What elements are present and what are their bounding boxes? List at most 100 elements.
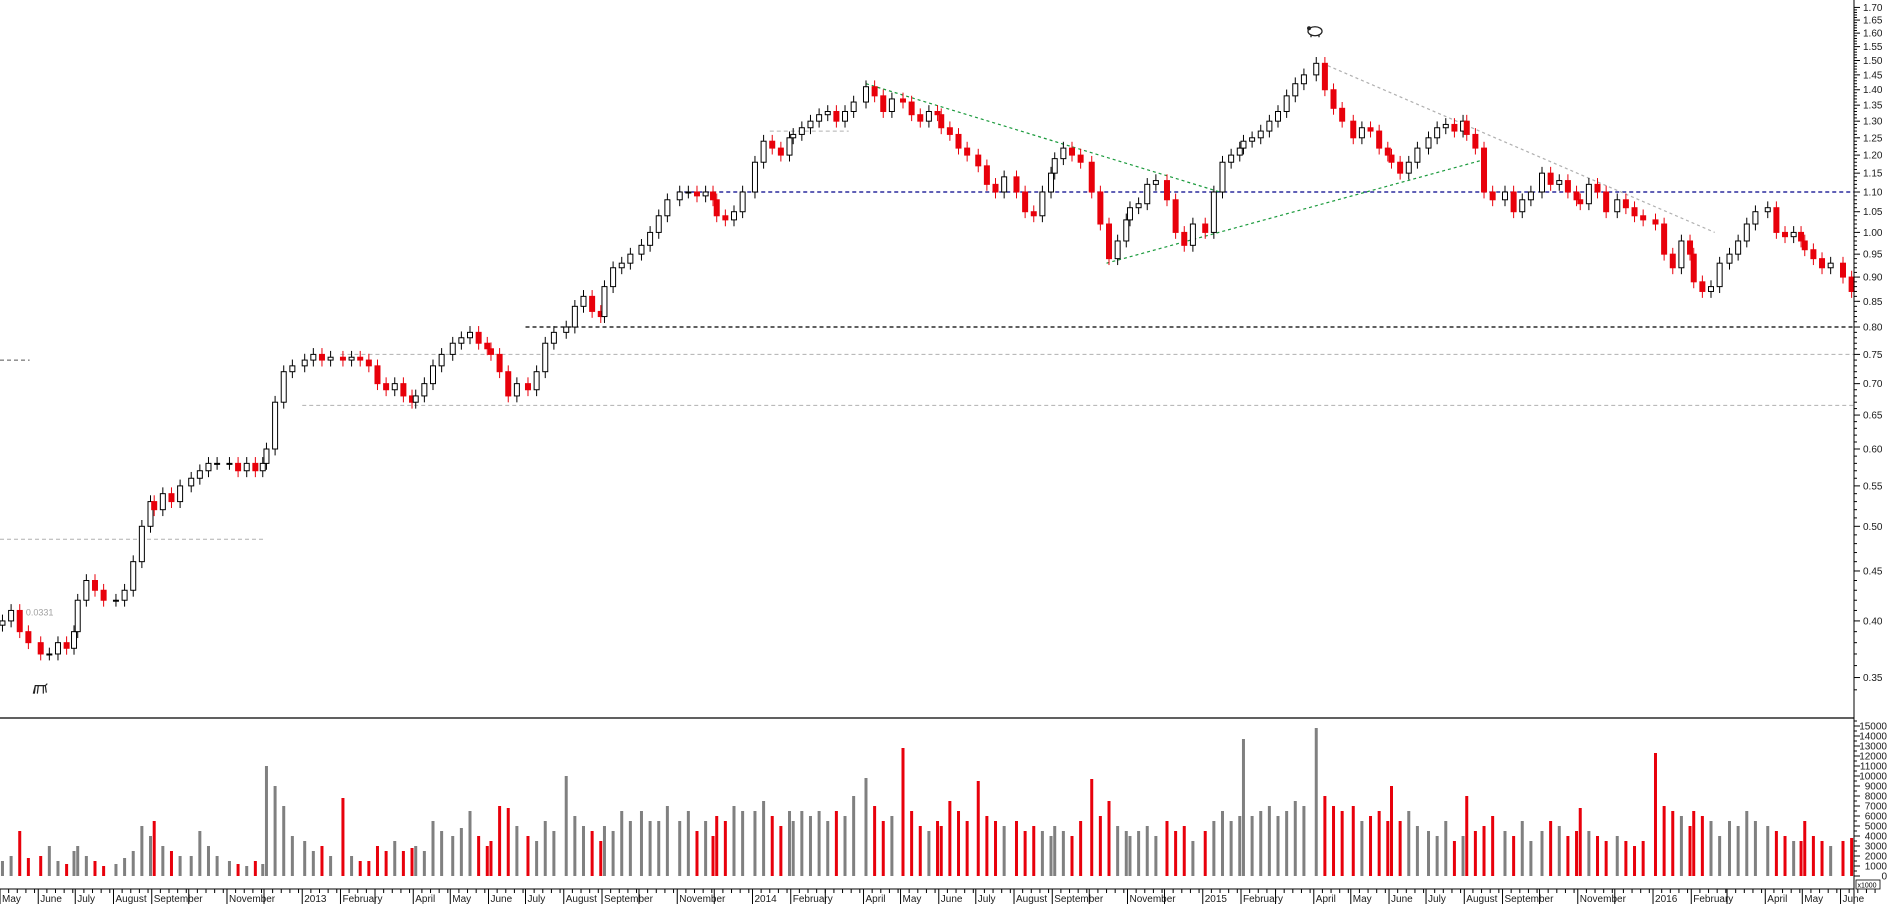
candle-body [1321,62,1328,91]
volume-bar [245,866,249,876]
candle-body [318,353,325,361]
month-label: 2014 [754,894,777,904]
volume-bar [985,816,989,876]
volume-bar [639,811,643,876]
volume-bar [1444,821,1448,876]
volume-bar [1803,821,1807,876]
trendline [1322,62,1715,233]
volume-bar [198,831,202,876]
volume-tick-label: 14000 [1859,732,1887,743]
volume-bar [1107,801,1111,876]
volume-bar [564,776,568,876]
candle-body [513,383,520,397]
candle-body [100,589,107,601]
volume-bar [26,858,30,876]
candle-body [1519,199,1526,213]
volume-bar [152,821,156,876]
volume-bar [1557,826,1561,876]
candle-body [1060,147,1067,160]
candle-body [1414,147,1421,163]
volume-bar [1340,811,1344,876]
volume-bar [0,861,4,876]
candle-body [964,147,971,156]
candle-body [496,353,503,373]
volume-bar [1377,811,1381,876]
volume-bar [1799,841,1803,876]
candle-body [1848,276,1855,292]
candle-body [992,183,999,193]
volume-bar [1709,821,1713,876]
candle-body [571,305,578,328]
volume-bar [161,846,165,876]
candle-body [1669,253,1676,269]
price-tick-label: 1.55 [1863,42,1883,53]
volume-bar [422,851,426,876]
volume-bar [1203,831,1207,876]
price-tick-label: 1.25 [1863,133,1883,144]
volume-bar [367,861,371,876]
volume-bar [1520,821,1524,876]
volume-bar [1700,816,1704,876]
candle-body [850,101,857,112]
candle-body [1810,249,1817,260]
candle-body [272,401,279,450]
volume-bar [864,778,868,876]
candle-body [505,371,512,397]
candle-body [1640,215,1647,221]
candle-body [467,331,474,339]
candle-body [816,114,823,122]
candle-body [938,114,945,129]
price-tick-label: 1.15 [1863,169,1883,180]
volume-bar [620,811,624,876]
volume-bar [65,864,69,876]
annotations: 0.0331 [26,26,1323,694]
volume-bar [1529,841,1533,876]
volume-bar [1002,826,1006,876]
volume-tick-label: 7000 [1865,802,1888,813]
volume-bar [206,846,210,876]
volume-bar [770,816,774,876]
volume-bar [459,828,463,876]
price-tick-label: 1.00 [1863,228,1883,239]
candle-body [0,620,6,626]
volume-bar [1512,836,1516,876]
volume-bar [1014,821,1018,876]
volume-bar [282,806,286,876]
candle-body [1384,147,1391,156]
candle-body [934,110,941,116]
candle-body [1434,127,1441,139]
candle-body [1240,140,1247,149]
candle-body [1249,137,1256,142]
volume-bar [599,841,603,876]
candle-body [550,331,557,344]
price-tick-label: 1.30 [1863,117,1883,128]
candle-body [25,631,32,644]
candle-body [214,462,221,465]
volume-bar [1482,826,1486,876]
volume-tick-label: 13000 [1859,742,1887,753]
price-tick-label: 0.95 [1863,250,1883,261]
candle-body [1743,223,1750,242]
candle-body [1283,95,1290,112]
month-label: June [491,894,513,904]
candle-body [1699,281,1706,292]
volume-bar [1302,806,1306,876]
candle-body [289,365,296,373]
volume-bar [1461,836,1465,876]
volume-bar [1220,811,1224,876]
volume-bar [1154,836,1158,876]
price-tick-label: 0.50 [1863,522,1883,533]
volume-bar [1332,806,1336,876]
volume-bar [535,841,539,876]
volume-tick-label: 6000 [1865,812,1888,823]
candle-body [1313,62,1320,76]
candle-body [693,191,700,197]
candle-body [1202,223,1209,233]
candle-body [1556,180,1563,185]
volume-bar [1040,831,1044,876]
volume-bar [1032,826,1036,876]
candle-body [730,211,737,221]
candle-body [664,199,671,217]
candle-body [1547,172,1554,185]
